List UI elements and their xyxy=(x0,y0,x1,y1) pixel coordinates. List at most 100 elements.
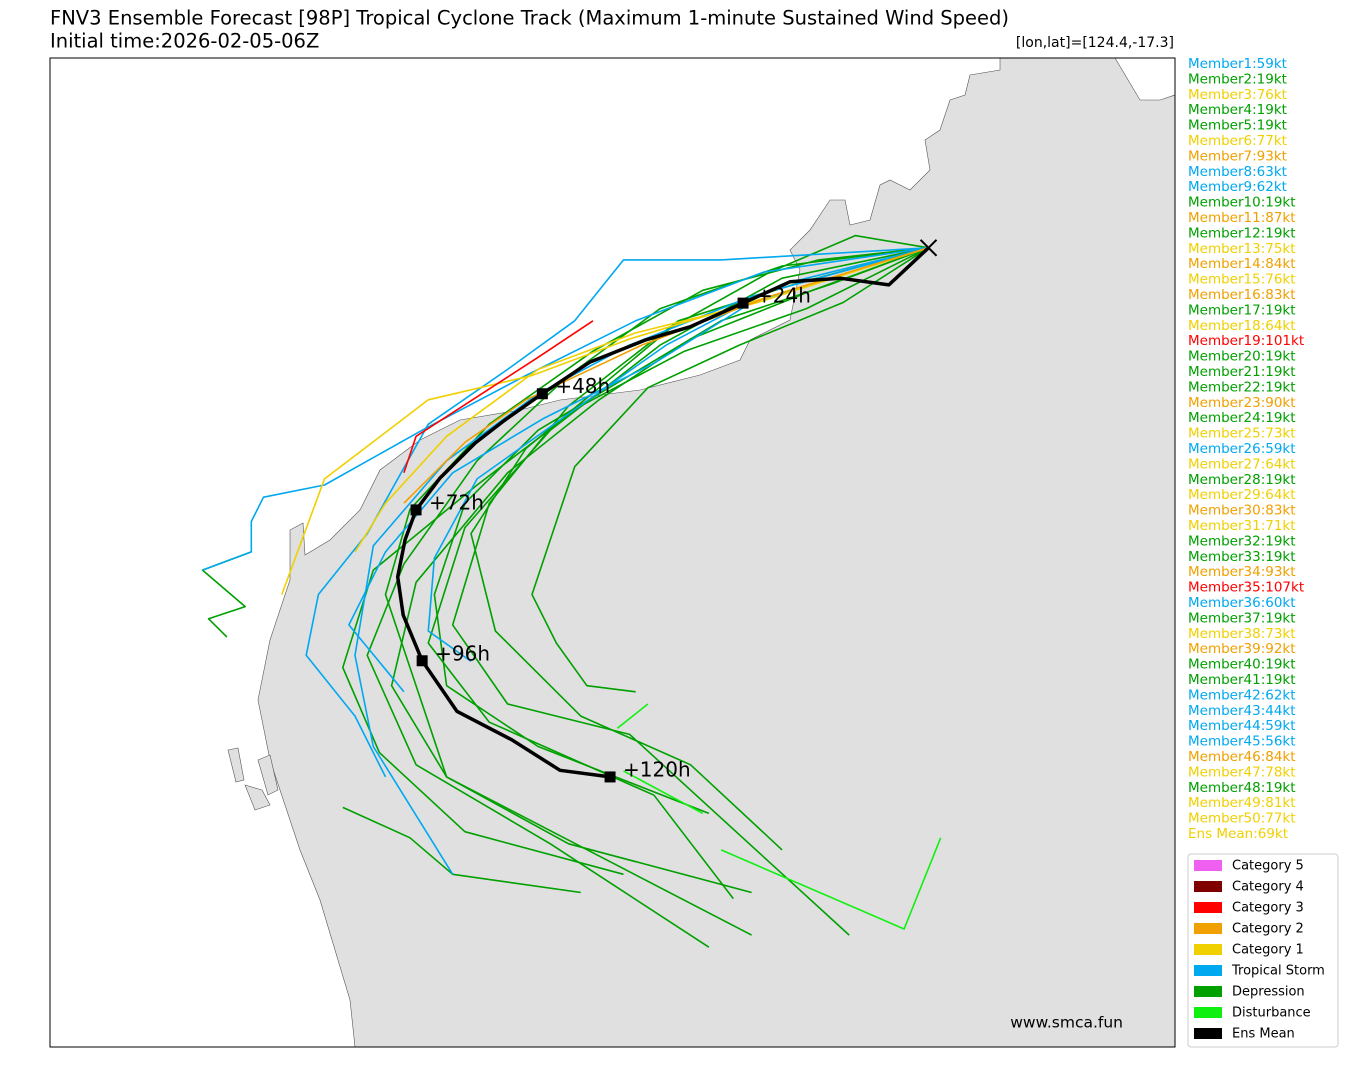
member-label: Member42:62kt xyxy=(1188,687,1296,703)
legend-swatch xyxy=(1194,1028,1222,1039)
watermark: www.smca.fun xyxy=(1010,1014,1123,1032)
member-label: Member13:75kt xyxy=(1188,241,1296,257)
legend-swatch xyxy=(1194,944,1222,955)
member-label: Member48:19kt xyxy=(1188,780,1296,796)
legend-swatch xyxy=(1194,881,1222,892)
member-label: Member27:64kt xyxy=(1188,456,1296,472)
legend-label: Category 5 xyxy=(1232,859,1304,874)
time-marker xyxy=(536,388,548,400)
legend-box xyxy=(1187,853,1339,1048)
member-list: Member1:59ktMember2:19ktMember3:76ktMemb… xyxy=(1188,56,1304,842)
member-label: Member18:64kt xyxy=(1188,318,1296,334)
member-track xyxy=(623,770,704,815)
legend-swatch xyxy=(1194,902,1222,913)
member-label: Member26:59kt xyxy=(1188,441,1296,457)
member-label: Member1:59kt xyxy=(1188,56,1287,72)
member-label: Member38:73kt xyxy=(1188,626,1296,642)
member-label: Member44:59kt xyxy=(1188,718,1296,734)
member-label: Member25:73kt xyxy=(1188,426,1296,442)
member-label: Member41:19kt xyxy=(1188,672,1296,688)
member-track xyxy=(342,247,929,876)
member-label: Member31:71kt xyxy=(1188,518,1296,534)
member-label: Member8:63kt xyxy=(1188,164,1287,180)
time-label: +120h xyxy=(623,757,691,781)
legend-swatch xyxy=(1194,923,1222,934)
member-track xyxy=(342,806,581,894)
legend-swatch xyxy=(1194,965,1222,976)
member-label: Member46:84kt xyxy=(1188,749,1296,765)
member-label: Member11:87kt xyxy=(1188,210,1296,226)
member-track xyxy=(616,703,649,729)
time-marker xyxy=(416,655,428,667)
member-label: Member19:101kt xyxy=(1188,333,1304,349)
initial-position xyxy=(919,239,938,257)
time-marker xyxy=(737,297,749,309)
member-track xyxy=(531,247,929,693)
member-track xyxy=(390,247,929,894)
legend-label: Category 3 xyxy=(1232,901,1304,916)
map-title: FNV3 Ensemble Forecast [98P] Tropical Cy… xyxy=(50,7,1009,30)
member-track xyxy=(305,247,929,778)
member-label: Member14:84kt xyxy=(1188,256,1296,272)
time-label: +96h xyxy=(435,641,490,665)
legend-label: Category 4 xyxy=(1232,880,1304,895)
time-marker xyxy=(410,504,422,516)
legend-swatch xyxy=(1194,1007,1222,1018)
member-label: Member16:83kt xyxy=(1188,287,1296,303)
member-label: Member24:19kt xyxy=(1188,410,1296,426)
member-label: Member21:19kt xyxy=(1188,364,1296,380)
mean-track: +24h +48h +72h +96h +120h xyxy=(395,239,938,783)
member-label: Ens Mean:69kt xyxy=(1188,826,1288,842)
map-subtitle: Initial time:2026-02-05-06Z xyxy=(50,30,319,53)
member-label: Member23:90kt xyxy=(1188,395,1296,411)
member-label: Member35:107kt xyxy=(1188,580,1304,596)
member-track xyxy=(201,551,252,638)
member-track xyxy=(403,320,594,474)
member-label: Member37:19kt xyxy=(1188,610,1296,626)
member-label: Member2:19kt xyxy=(1188,71,1287,87)
time-label: +48h xyxy=(555,374,610,398)
member-track xyxy=(720,837,942,930)
member-label: Member34:93kt xyxy=(1188,564,1296,580)
member-label: Member3:76kt xyxy=(1188,87,1287,103)
member-track xyxy=(202,247,929,571)
member-track xyxy=(354,247,929,553)
mean-track-line xyxy=(395,246,930,779)
member-label: Member9:62kt xyxy=(1188,179,1287,195)
member-label: Member47:78kt xyxy=(1188,764,1296,780)
member-label: Member40:19kt xyxy=(1188,657,1296,673)
member-track xyxy=(366,247,929,948)
member-label: Member20:19kt xyxy=(1188,349,1296,365)
location-label: [lon,lat]=[124.4,-17.3] xyxy=(1016,35,1174,51)
member-label: Member45:56kt xyxy=(1188,734,1296,750)
member-label: Member30:83kt xyxy=(1188,503,1296,519)
member-label: Member5:19kt xyxy=(1188,118,1287,134)
legend-label: Disturbance xyxy=(1232,1006,1311,1021)
legend-swatch xyxy=(1194,986,1222,997)
member-label: Member50:77kt xyxy=(1188,811,1296,827)
member-label: Member32:19kt xyxy=(1188,533,1296,549)
member-label: Member33:19kt xyxy=(1188,549,1296,565)
legend-label: Tropical Storm xyxy=(1231,964,1325,979)
member-track xyxy=(403,247,929,504)
member-label: Member7:93kt xyxy=(1188,148,1287,164)
legend-label: Category 1 xyxy=(1232,943,1304,958)
plot-frame xyxy=(49,57,1176,1048)
map-area: +24h +48h +72h +96h +120h xyxy=(201,58,1175,1047)
member-label: Member39:92kt xyxy=(1188,641,1296,657)
member-label: Member43:44kt xyxy=(1188,703,1296,719)
legend-swatch xyxy=(1194,860,1222,871)
member-label: Member4:19kt xyxy=(1188,102,1287,118)
member-track xyxy=(348,247,929,693)
legend: Category 5 Category 4 Category 3 Category 2… xyxy=(1194,859,1325,1042)
legend-label: Category 2 xyxy=(1232,922,1304,937)
member-label: Member28:19kt xyxy=(1188,472,1296,488)
member-label: Member12:19kt xyxy=(1188,225,1296,241)
time-label: +72h xyxy=(429,490,484,514)
time-label: +24h xyxy=(756,284,811,308)
member-label: Member6:77kt xyxy=(1188,133,1287,149)
member-label: Member15:76kt xyxy=(1188,272,1296,288)
member-label: Member22:19kt xyxy=(1188,379,1296,395)
legend-label: Ens Mean xyxy=(1232,1027,1295,1042)
